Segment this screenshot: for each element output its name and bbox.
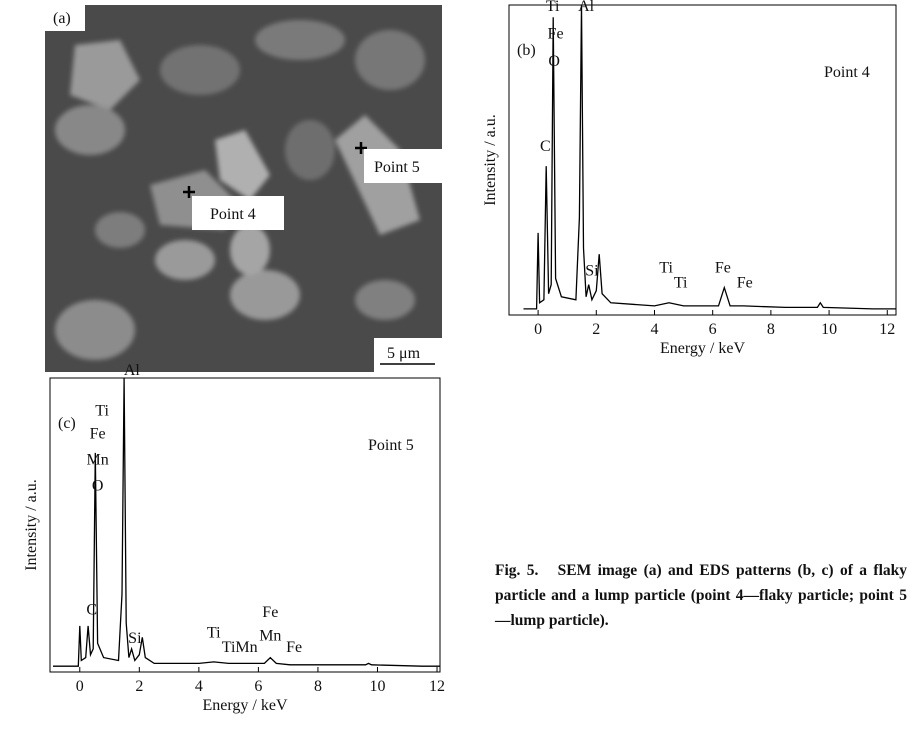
- peak-label: Ti: [207, 624, 221, 641]
- peak-label: C: [86, 601, 97, 618]
- peak-label: Fe: [286, 639, 302, 656]
- peak-label: Si: [128, 630, 142, 647]
- peak-label: Ti: [95, 402, 109, 419]
- caption: Fig. 5. SEM image (a) and EDS patterns (…: [495, 558, 907, 633]
- x-tick-label: 10: [821, 321, 837, 338]
- page: (a) Point 4 Point 5 5 μm 0 2 4 6 8 10 12 Energy…: [0, 0, 914, 731]
- x-tick-label: 10: [369, 678, 385, 695]
- x-tick-label: 8: [314, 678, 322, 695]
- point-label: Point 5: [374, 159, 420, 176]
- caption-text: SEM image (a) and EDS patterns (b, c) of…: [495, 562, 907, 629]
- panel-label: (c): [58, 415, 76, 432]
- x-tick-label: 0: [534, 321, 542, 338]
- peak-label: Fe: [548, 25, 564, 42]
- y-axis-title: Intensity / a.u.: [482, 114, 499, 206]
- point-label: Point 4: [210, 206, 256, 223]
- peak-label: Mn: [87, 451, 109, 468]
- x-tick-label: 4: [195, 678, 203, 695]
- x-tick-label: 6: [709, 321, 717, 338]
- peak-label: Fe: [737, 275, 753, 292]
- x-axis-title: Energy / keV: [660, 340, 745, 357]
- peak-label: Fe: [715, 259, 731, 276]
- peak-label: Ti: [674, 275, 688, 292]
- peak-label: C: [540, 138, 551, 155]
- x-tick-label: 8: [767, 321, 775, 338]
- spectrum-line: [524, 5, 897, 309]
- x-axis-title: Energy / keV: [202, 697, 287, 714]
- peak-label: Fe: [90, 426, 106, 443]
- peak-label: Al: [578, 0, 595, 15]
- scale-bar-label: 5 μm: [387, 345, 421, 362]
- peak-label: Si: [585, 262, 599, 279]
- peak-label: Mn: [259, 627, 281, 644]
- panel-label: (a): [53, 10, 71, 27]
- peak-label: Al: [124, 362, 141, 379]
- peak-label: Mn: [235, 639, 257, 656]
- x-tick-label: 4: [650, 321, 658, 338]
- x-tick-label: 2: [592, 321, 600, 338]
- x-tick-label: 6: [254, 678, 262, 695]
- x-tick-label: 0: [76, 678, 84, 695]
- x-tick-label: 2: [135, 678, 143, 695]
- x-tick-label: 12: [879, 321, 895, 338]
- x-tick-label: 12: [429, 678, 445, 695]
- panel-note: Point 5: [368, 437, 414, 454]
- peak-label: Fe: [262, 604, 278, 621]
- peak-label: O: [92, 477, 104, 494]
- peak-label: Ti: [222, 639, 236, 656]
- peak-label: Ti: [659, 259, 673, 276]
- sem-image: (a) Point 4 Point 5 5 μm: [45, 5, 442, 372]
- plot-frame: [509, 5, 896, 315]
- panel-note: Point 4: [824, 64, 870, 81]
- spectrum-line: [53, 378, 440, 666]
- caption-label: Fig. 5.: [495, 562, 538, 579]
- y-axis-title: Intensity / a.u.: [23, 479, 40, 571]
- panel-label: (b): [517, 42, 536, 59]
- peak-label: O: [548, 53, 560, 70]
- peak-label: Ti: [546, 0, 560, 15]
- plot-frame: [50, 378, 440, 672]
